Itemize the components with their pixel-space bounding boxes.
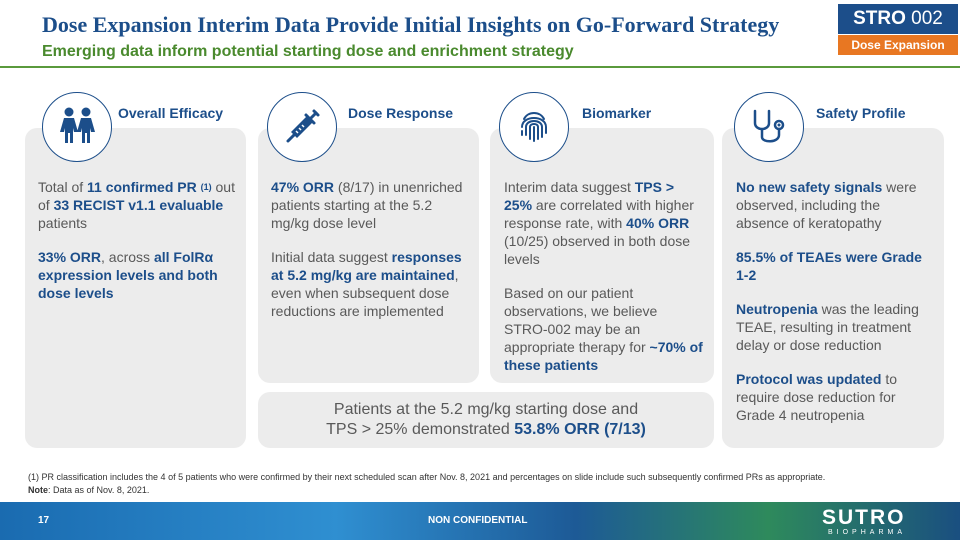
card-heading-biomarker: Biomarker bbox=[582, 105, 652, 121]
card-heading-dose-response: Dose Response bbox=[348, 105, 454, 121]
callout-box: Patients at the 5.2 mg/kg starting dose … bbox=[258, 392, 714, 448]
safety-paragraph-1: No new safety signals were observed, inc… bbox=[736, 179, 917, 231]
efficacy-paragraph-1: Total of 11 confirmed PR (1) out of 33 R… bbox=[38, 179, 235, 231]
title-rule bbox=[0, 66, 960, 68]
page-subtitle: Emerging data inform potential starting … bbox=[42, 43, 574, 60]
footnote: (1) PR classification includes the 4 of … bbox=[28, 471, 938, 497]
page-number: 17 bbox=[38, 515, 50, 526]
dose-paragraph-1: 47% ORR (8/17) in unenriched patients st… bbox=[271, 179, 463, 231]
biomarker-paragraph-1: Interim data suggest TPS > 25% are corre… bbox=[504, 179, 694, 267]
safety-paragraph-3: Neutropenia was the leading TEAE, result… bbox=[736, 301, 919, 353]
callout-line-2: TPS > 25% demonstrated 53.8% ORR (7/13) bbox=[326, 421, 646, 438]
dose-paragraph-2: Initial data suggest responses at 5.2 mg… bbox=[271, 249, 462, 319]
callout-line-1: Patients at the 5.2 mg/kg starting dose … bbox=[333, 401, 639, 418]
stethoscope-icon bbox=[734, 92, 804, 162]
card-text-biomarker: Interim data suggest TPS > 25% are corre… bbox=[504, 178, 704, 390]
efficacy-paragraph-2: 33% ORR, across all FolRα expression lev… bbox=[38, 249, 218, 301]
card-heading-overall-efficacy: Overall Efficacy bbox=[118, 105, 224, 121]
footnote-line-1: (1) PR classification includes the 4 of … bbox=[28, 472, 826, 482]
card-text-safety-profile: No new safety signals were observed, inc… bbox=[736, 178, 936, 440]
card-text-dose-response: 47% ORR (8/17) in unenriched patients st… bbox=[271, 178, 471, 336]
footnote-note: Note: Data as of Nov. 8, 2021. bbox=[28, 485, 150, 495]
callout-highlight: 53.8% ORR (7/13) bbox=[514, 421, 646, 438]
safety-paragraph-2: 85.5% of TEAEs were Grade 1-2 bbox=[736, 249, 922, 283]
safety-paragraph-4: Protocol was updated to require dose red… bbox=[736, 371, 898, 423]
fingerprint-icon bbox=[499, 92, 569, 162]
badge-number: 002 bbox=[911, 8, 943, 29]
card-heading-safety-profile: Safety Profile bbox=[816, 105, 906, 121]
card-biomarker bbox=[490, 128, 714, 383]
card-text-overall-efficacy: Total of 11 confirmed PR (1) out of 33 R… bbox=[38, 178, 238, 318]
card-safety-profile bbox=[722, 128, 944, 448]
company-logo-sub: BIOPHARMA bbox=[828, 529, 907, 536]
biomarker-paragraph-2: Based on our patient observations, we be… bbox=[504, 285, 703, 373]
card-overall-efficacy bbox=[25, 128, 246, 448]
confidentiality-label: NON CONFIDENTIAL bbox=[428, 515, 528, 526]
badge-bold: STRO bbox=[853, 8, 906, 29]
program-badge: STRO 002 bbox=[838, 4, 958, 34]
company-logo: SUTRO bbox=[822, 506, 906, 529]
page-title: Dose Expansion Interim Data Provide Init… bbox=[42, 12, 780, 37]
footer-bar: 17 NON CONFIDENTIAL SUTRO BIOPHARMA bbox=[0, 502, 960, 540]
syringe-icon bbox=[267, 92, 337, 162]
people-icon bbox=[42, 92, 112, 162]
program-badge-sub: Dose Expansion bbox=[838, 35, 958, 55]
card-dose-response bbox=[258, 128, 479, 383]
